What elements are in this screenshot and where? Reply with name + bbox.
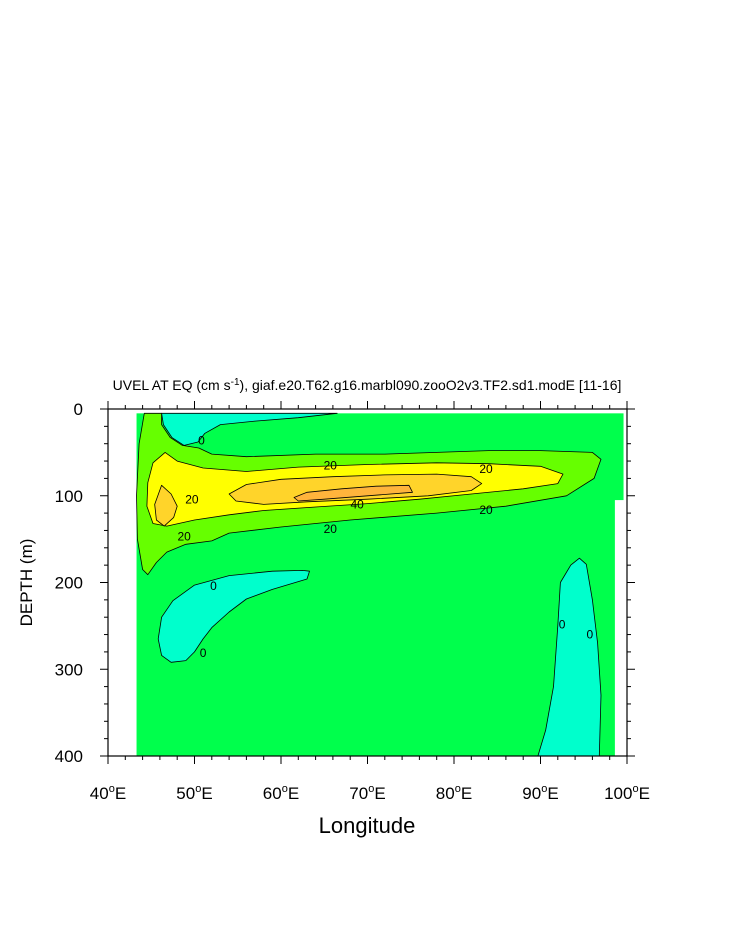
contour-region-negative-2 [537, 557, 602, 757]
chart-title-rest: ), giaf.e20.T62.g16.marbl090.zooO2v3.TF2… [240, 377, 622, 393]
axes: 40oE 50oE 60oE 70oE 80oE 90oE 100oE01002003004… [55, 400, 650, 803]
x-axis-label: Longitude [319, 813, 416, 838]
contour-label-9: 0 [559, 617, 566, 631]
contour-label-7: 20 [177, 530, 191, 544]
chart-title: UVEL AT EQ (cm s-1), giaf.e20.T62.g16.ma… [113, 377, 622, 393]
y-tick-label: 400 [55, 747, 83, 766]
contour-label-1: 20 [324, 459, 338, 473]
chart-title-main: UVEL AT EQ (cm s [113, 377, 231, 393]
contour-region-30-to-40-5 [154, 484, 178, 527]
x-tick-label: 50oE [176, 783, 212, 803]
plot-area [136, 412, 625, 757]
contour-label-6: 20 [324, 522, 338, 536]
x-tick-label: 60oE [263, 783, 299, 803]
contour-label-5: 20 [479, 503, 493, 517]
y-axis-label: DEPTH (m) [17, 539, 36, 627]
y-tick-label: 300 [55, 660, 83, 679]
x-tick-label: 70oE [349, 783, 385, 803]
contour-label-8: 0 [210, 579, 217, 593]
contour-label-4: 40 [350, 498, 364, 512]
contour-label-3: 20 [185, 492, 199, 506]
y-tick-label: 200 [55, 574, 83, 593]
chart-title-unit-exponent: -1 [231, 377, 240, 388]
x-tick-label: 90oE [522, 783, 558, 803]
y-tick-label: 100 [55, 487, 83, 506]
contour-region-negative-1 [157, 570, 310, 663]
y-tick-label: 0 [74, 400, 83, 419]
contour-label-0: 0 [198, 433, 205, 447]
x-tick-label: 100oE [604, 783, 650, 803]
missing-data-patch [614, 500, 625, 757]
contour-label-2: 20 [479, 462, 493, 476]
contour-region-40-plus-7 [293, 484, 413, 502]
x-tick-label: 80oE [436, 783, 472, 803]
x-tick-label: 40oE [90, 783, 126, 803]
contour-label-10: 0 [586, 628, 593, 642]
contour-labels: 0 20 20 20 40 20 20 20 0 0 0 0 [177, 433, 593, 660]
contour-region-negative-0 [161, 412, 338, 446]
contour-label-11: 0 [200, 646, 207, 660]
